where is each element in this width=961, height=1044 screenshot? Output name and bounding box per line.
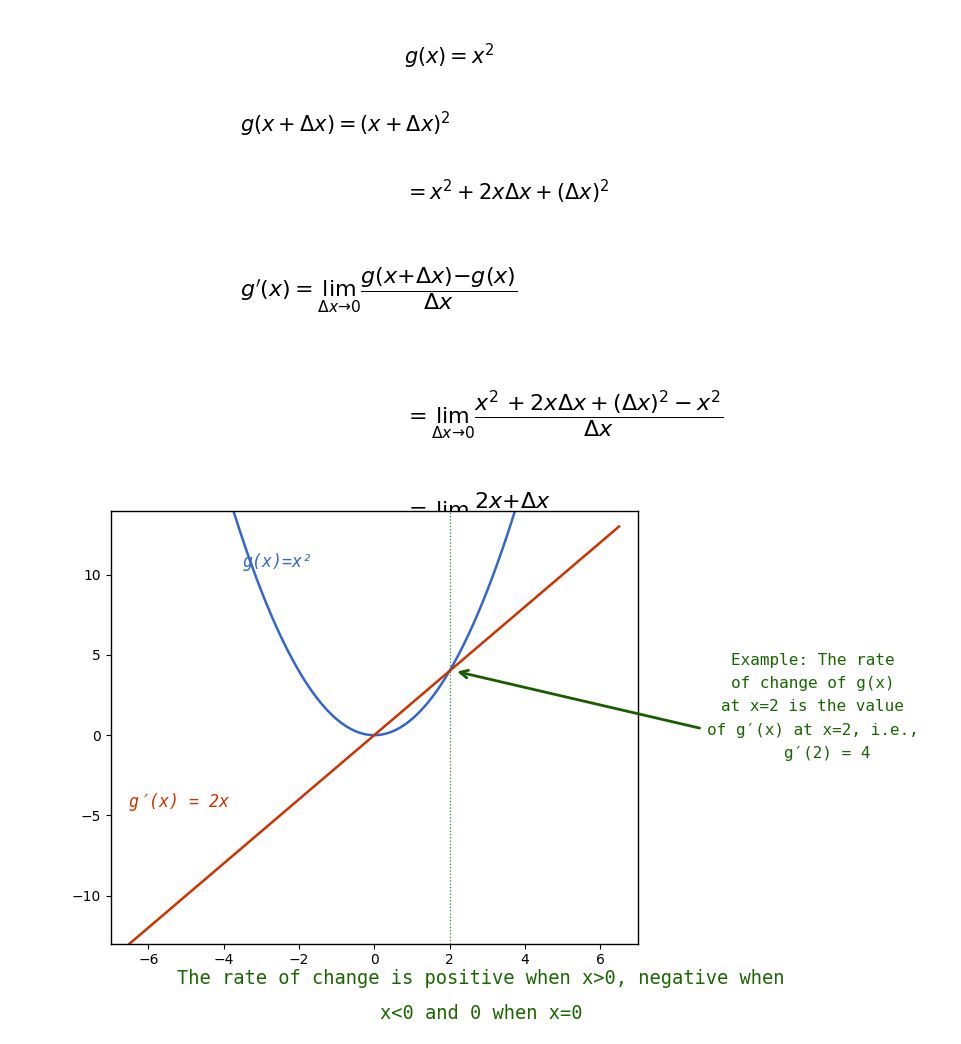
Text: $= \lim_{\Delta x \to 0} \dfrac{x^{2} + 2x\Delta x + (\Delta x)^{2} - x^{2}}{\De: $= \lim_{\Delta x \to 0} \dfrac{x^{2} + … [404, 388, 723, 442]
Text: $= x^{2} + 2x\Delta x + (\Delta x)^{2}$: $= x^{2} + 2x\Delta x + (\Delta x)^{2}$ [404, 177, 608, 206]
Text: $= 2x$: $= 2x$ [404, 572, 457, 592]
Text: g(x)=x²: g(x)=x² [242, 552, 312, 571]
Text: $= \lim_{\Delta x \to 0} \dfrac{2x + \Delta x}{\Delta x}$: $= \lim_{\Delta x \to 0} \dfrac{2x + \De… [404, 491, 550, 536]
Text: Example: The rate
of change of g(x)
at x=2 is the value
of g′(x) at x=2, i.e.,
 : Example: The rate of change of g(x) at x… [706, 652, 918, 761]
Text: Graphical Illustration: Graphical Illustration [346, 608, 604, 627]
Text: $g(x + \Delta x) = (x + \Delta x)^{2}$: $g(x + \Delta x) = (x + \Delta x)^{2}$ [240, 110, 451, 139]
Text: The rate of change is positive when x>0, negative when: The rate of change is positive when x>0,… [177, 969, 784, 988]
Text: $g'(x) = \lim_{\Delta x \to 0} \dfrac{g(x + \Delta x) - g(x)}{\Delta x}$: $g'(x) = \lim_{\Delta x \to 0} \dfrac{g(… [240, 266, 518, 315]
Text: g′(x) = 2x: g′(x) = 2x [130, 793, 230, 811]
Text: $g(x) = x^{2}$: $g(x) = x^{2}$ [404, 42, 494, 71]
Text: x<0 and 0 when x=0: x<0 and 0 when x=0 [380, 1004, 581, 1023]
